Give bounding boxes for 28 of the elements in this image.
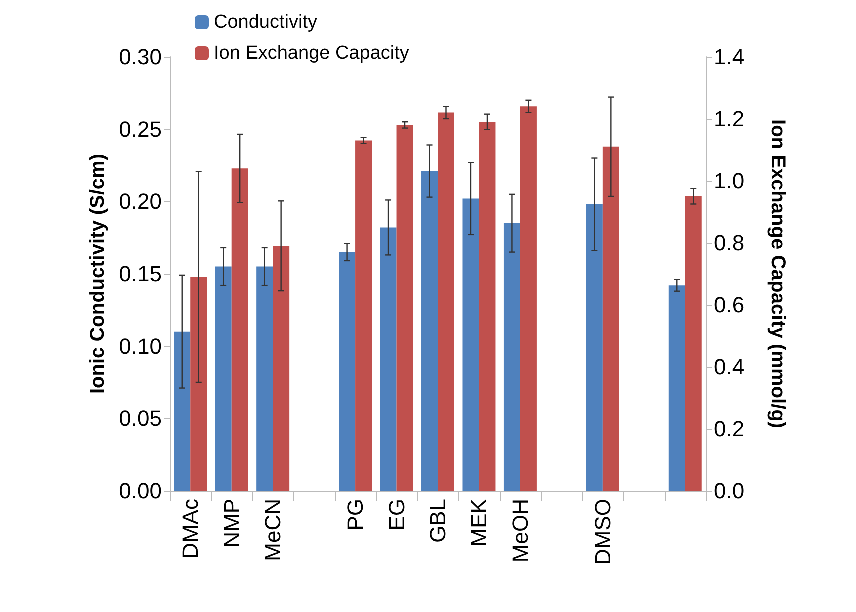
x-tick-label: MeOH [508, 499, 533, 563]
y2-axis-title: Ion Exchange Capacity (mmol/g) [767, 120, 789, 428]
x-tick-label: PG [343, 499, 368, 531]
y-tick-label: 0.20 [119, 189, 162, 214]
y2-tick-label: 0.2 [714, 416, 745, 442]
y-tick-label: 0.10 [119, 334, 162, 359]
x-tick-label: DMAc [178, 499, 204, 559]
y-tick-label: 0.30 [119, 44, 162, 70]
y2-tick-label: 1.0 [714, 168, 745, 194]
x-tick-label: EG [384, 499, 410, 531]
y2-tick-label: 0.0 [714, 478, 745, 504]
y2-tick-label: 0.4 [714, 354, 745, 380]
y-axis-title: Ionic Conductivity (S/cm) [87, 154, 109, 394]
y2-tick-label: 0.8 [714, 230, 745, 256]
y-tick-label: 0.00 [119, 478, 162, 504]
x-tick-label: DMSO [590, 499, 616, 565]
y-tick-label: 0.05 [119, 406, 162, 432]
x-tick-label: MeCN [260, 499, 286, 562]
y2-tick-label: 1.2 [714, 106, 745, 132]
x-tick-label: MEK [466, 498, 492, 547]
y2-tick-label: 0.6 [714, 292, 745, 318]
legend-label: Ion Exchange Capacity [214, 43, 410, 64]
legend-label: Conductivity [214, 12, 318, 33]
y2-tick-label: 1.4 [714, 44, 745, 70]
x-tick-label: NMP [219, 499, 244, 548]
y-tick-label: 0.25 [119, 116, 162, 142]
y-tick-label: 0.15 [119, 262, 162, 286]
x-tick-label: GBL [426, 499, 450, 544]
